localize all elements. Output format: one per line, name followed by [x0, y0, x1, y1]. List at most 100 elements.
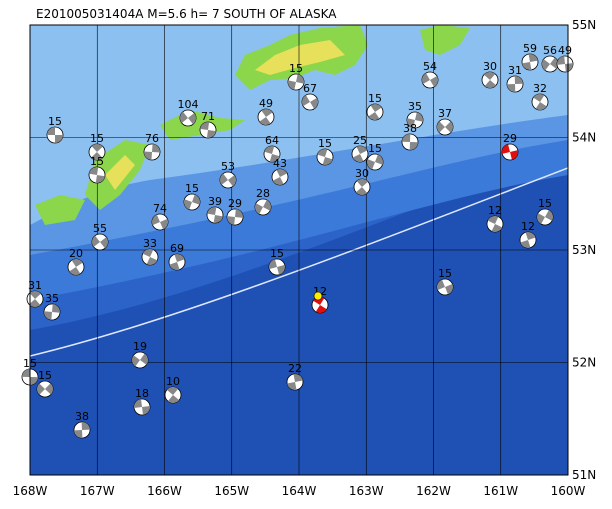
- event-label: 19: [133, 340, 147, 353]
- beachball-quadrant: [422, 73, 438, 87]
- event: 25: [351, 134, 369, 163]
- event-label: 69: [170, 242, 184, 255]
- beachball-quadrant: [520, 232, 536, 248]
- lon-label: 165W: [214, 484, 249, 498]
- beachball-quadrant: [522, 54, 538, 70]
- beachball-quadrant: [144, 144, 161, 160]
- event: 35: [43, 292, 61, 321]
- beachball-quadrant: [74, 422, 90, 439]
- event-label: 39: [208, 195, 222, 208]
- event: 15: [366, 142, 384, 171]
- event-label: 37: [438, 107, 452, 120]
- lon-label: 163W: [349, 484, 384, 498]
- event: 15: [183, 182, 201, 211]
- lon-label: 167W: [80, 484, 115, 498]
- event: 69: [168, 242, 186, 271]
- beachball-quadrant: [36, 383, 54, 395]
- event: 18: [133, 387, 151, 416]
- event-label: 15: [368, 92, 382, 105]
- beachball-quadrant: [183, 194, 201, 210]
- event-label: 15: [185, 182, 199, 195]
- event-label: 64: [265, 134, 279, 147]
- event: 15: [46, 115, 64, 144]
- beachball-quadrant: [502, 144, 518, 160]
- event-label: 67: [303, 82, 317, 95]
- beachball-quadrant: [302, 95, 318, 109]
- map-frame: [29, 24, 569, 476]
- beachball-quadrant: [166, 386, 180, 404]
- event: 15: [536, 197, 554, 226]
- event: 76: [143, 132, 161, 161]
- beachball-quadrant: [89, 167, 105, 183]
- event: 53: [219, 160, 237, 189]
- event-label: 15: [270, 247, 284, 260]
- event: 74: [151, 202, 169, 231]
- event: 30: [353, 167, 371, 196]
- lat-label: 51N: [572, 468, 596, 482]
- event: 19: [131, 340, 149, 369]
- event-label: 54: [423, 60, 437, 73]
- event: 31: [26, 279, 44, 308]
- event-label: 12: [521, 220, 535, 233]
- beachball-quadrant: [69, 259, 83, 275]
- event: 59: [521, 42, 539, 71]
- event-label: 30: [483, 60, 497, 73]
- event: 29: [226, 197, 244, 226]
- beachball-quadrant: [542, 57, 558, 71]
- graticule: 168W 167W 166W 165W 164W 163W 162W 161W 160W 55N 5…: [13, 18, 597, 498]
- event: 49: [257, 97, 275, 126]
- lon-label: 162W: [416, 484, 451, 498]
- beachball-quadrant: [407, 112, 423, 128]
- event-label: 18: [135, 387, 149, 400]
- beachball-quadrant: [22, 369, 38, 385]
- event-label: 15: [90, 155, 104, 168]
- event-label: 71: [201, 110, 215, 123]
- beachball-quadrant: [507, 76, 523, 92]
- event: 15: [287, 62, 305, 91]
- beachball-quadrant: [91, 144, 103, 160]
- event: 15: [268, 247, 286, 276]
- beachball-quadrant: [355, 178, 369, 195]
- beachball-quadrant: [44, 304, 61, 320]
- event: 30: [481, 60, 499, 89]
- event-label: 22: [288, 362, 302, 375]
- event: 38: [73, 410, 91, 439]
- beachball-quadrant: [92, 235, 108, 249]
- beachball-quadrant: [132, 353, 148, 367]
- event: 35: [406, 100, 424, 129]
- beachball-quadrant: [259, 108, 273, 126]
- beachball-quadrant: [142, 249, 158, 265]
- event-label: 15: [538, 197, 552, 210]
- event: 15: [88, 132, 106, 161]
- event: 29: [501, 132, 519, 161]
- beachball-quadrant: [180, 111, 196, 125]
- beachball-quadrant: [537, 210, 553, 224]
- beachball-quadrant: [368, 104, 382, 120]
- event-label: 15: [48, 115, 62, 128]
- event: 39: [206, 195, 224, 224]
- beachball-quadrant: [169, 254, 185, 271]
- event-label: 35: [45, 292, 59, 305]
- beachball-quadrant: [220, 173, 236, 187]
- beachball-quadrant: [47, 127, 63, 143]
- event-label: 104: [178, 98, 199, 111]
- event: 64: [263, 134, 281, 163]
- event-label: 15: [318, 137, 332, 150]
- event: 15: [88, 155, 106, 184]
- event: 71: [199, 110, 217, 139]
- event-label: 20: [69, 247, 83, 260]
- beachball-quadrant: [269, 259, 285, 275]
- event: 37: [436, 107, 454, 136]
- event: 15: [36, 369, 54, 398]
- lat-label: 55N: [572, 18, 596, 32]
- event-label: 53: [221, 160, 235, 173]
- event-label: 12: [488, 204, 502, 217]
- event-label: 15: [438, 267, 452, 280]
- beachball-quadrant: [272, 168, 288, 185]
- lat-label: 52N: [572, 356, 596, 370]
- event-label: 25: [353, 134, 367, 147]
- event: 12: [486, 204, 504, 233]
- event-label: 74: [153, 202, 167, 215]
- event-label: 76: [145, 132, 159, 145]
- event-label: 35: [408, 100, 422, 113]
